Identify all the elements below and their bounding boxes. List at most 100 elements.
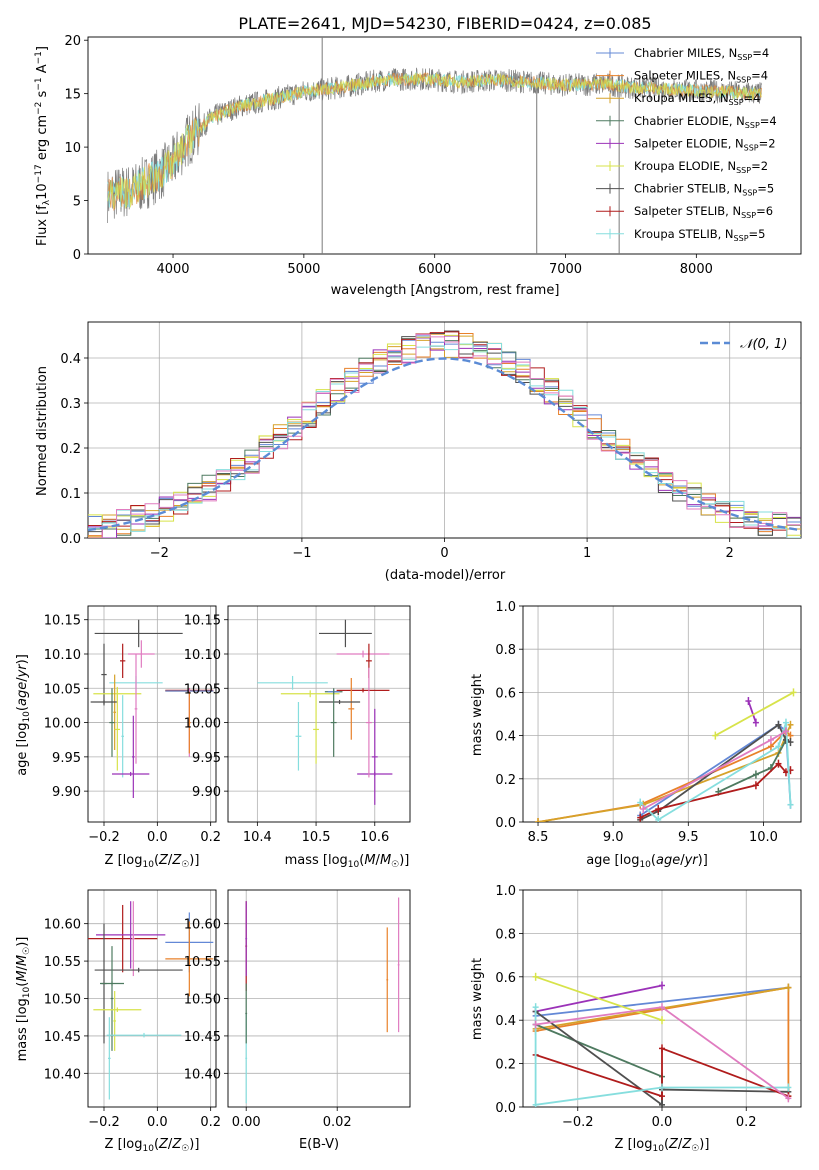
legend-val: =5 xyxy=(757,182,774,196)
massweight-vs-age-line xyxy=(714,691,794,737)
spectrum-ylabel: Flux [fλ10−17 erg cm−2 s−1 A−1] xyxy=(34,46,52,246)
age-vs-Z-ytick-label: 10.05 xyxy=(44,682,81,697)
age-vs-Z-xtick-label: −0.2 xyxy=(88,830,120,845)
age-vs-mass-errorbar xyxy=(257,675,328,690)
age-vs-mass-ytick-label: 9.90 xyxy=(192,785,221,800)
residual-hist-ytick-label: 0.3 xyxy=(60,397,81,412)
mass-vs-Z-ytick-label: 10.55 xyxy=(44,955,81,970)
mass-vs-EBV-ytick-label: 10.45 xyxy=(184,1030,221,1045)
legend-val: =6 xyxy=(756,204,773,218)
legend-label: Kroupa ELODIE, NSSP=2 xyxy=(634,159,768,175)
age-vs-Z-xtick-label: 0.2 xyxy=(200,830,221,845)
mass-vs-Z-frame xyxy=(87,889,217,1108)
legend-val: =4 xyxy=(751,69,768,83)
hist-lines xyxy=(88,330,801,538)
age-vs-mass-errorbar xyxy=(336,650,390,658)
spectrum-xtick-label: 8000 xyxy=(680,262,713,277)
age-vs-Z-frame xyxy=(87,605,217,823)
mass-vs-Z-errorbar xyxy=(165,921,214,997)
massweight-vs-age-line xyxy=(747,700,757,723)
age-vs-mass-xtick-label: 10.6 xyxy=(360,830,389,845)
mass-vs-Z-errorbar xyxy=(132,901,135,977)
age-vs-mass-errorbar xyxy=(319,619,372,648)
legend-sub: SSP xyxy=(734,234,749,243)
legend-sub: SSP xyxy=(742,189,757,198)
legend-sub: SSP xyxy=(736,166,751,175)
mass-vs-Z-xtick-label: 0.2 xyxy=(200,1115,221,1130)
mass-vs-EBV-ytick-label: 10.40 xyxy=(184,1067,221,1082)
massweight-vs-Z-line xyxy=(535,986,789,1017)
spectrum-frame xyxy=(87,36,802,255)
legend-sub: SSP xyxy=(736,76,751,85)
massweight-vs-age-xtick-label: 9.5 xyxy=(678,830,699,845)
residual-hist-ytick-label: 0.1 xyxy=(60,487,81,502)
mass-vs-EBV-points xyxy=(245,897,400,1104)
mass-vs-EBV-ytick-label: 10.55 xyxy=(184,955,221,970)
age-vs-mass-errorbar xyxy=(280,690,340,698)
residual-hist-xtick-label: 1 xyxy=(583,546,591,561)
massweight-vs-Z-xtick-label: 0.0 xyxy=(652,1115,673,1130)
residual-hist-xtick-label: 2 xyxy=(726,546,734,561)
age-vs-Z-errorbar xyxy=(94,619,183,648)
age-vs-mass-errorbar xyxy=(365,667,372,778)
massweight-vs-age-frame xyxy=(522,605,802,823)
age-vs-Z-errorbar xyxy=(90,699,118,705)
agez-xlabel: Z [log10(Z/Z☉)] xyxy=(105,853,200,870)
age-vs-mass-errorbar xyxy=(336,688,390,693)
spectrum-ytick-label: 5 xyxy=(73,195,81,210)
age-vs-Z-axes: −0.2 0.0 0.2 9.90 9.95 10.00 10.05 10.10 10.15 xyxy=(44,606,221,845)
massweight-vs-age-xtick-label: 9.0 xyxy=(603,830,624,845)
age-vs-mass-frame xyxy=(227,605,411,823)
legend-val: =4 xyxy=(760,114,777,128)
legend-sub: SSP xyxy=(729,98,744,107)
massweight-vs-age-ytick-label: 0.6 xyxy=(495,686,516,701)
massweight-vs-age-xtick-label: 8.5 xyxy=(528,830,549,845)
mass-vs-EBV-errorbar xyxy=(397,897,400,1033)
massweight-vs-Z-xtick-label: −0.2 xyxy=(562,1115,594,1130)
mass-vs-Z-errorbar xyxy=(108,1017,111,1100)
massweight-vs-Z-ytick-label: 0.8 xyxy=(495,927,516,942)
mwage-xlabel: age [log10(age/yr)] xyxy=(586,853,708,870)
massweight-vs-age-xtick-label: 10.0 xyxy=(749,830,778,845)
massweight-vs-Z-axes: −0.2 0.0 0.2 0.0 0.2 0.4 0.6 0.8 1.0 xyxy=(495,884,801,1130)
mass-vs-EBV-errorbar xyxy=(245,901,248,977)
legend-sub: SSP xyxy=(741,211,756,220)
age-vs-mass-errorbar xyxy=(295,702,302,771)
mass-vs-EBV-ytick-label: 10.60 xyxy=(184,918,221,933)
massz-xlabel: Z [log10(Z/Z☉)] xyxy=(105,1137,200,1154)
age-vs-mass-ytick-label: 10.05 xyxy=(184,682,221,697)
spectrum-xtick-label: 6000 xyxy=(418,262,451,277)
mass-vs-Z-errorbar xyxy=(113,991,116,1051)
mass-vs-EBV-ytick-label: 10.50 xyxy=(184,993,221,1008)
spectrum-model-line xyxy=(107,71,762,210)
mass-vs-Z-ytick-label: 10.50 xyxy=(44,993,81,1008)
age-vs-Z-points xyxy=(90,619,214,798)
spectrum-legend: Chabrier MILES, NSSP=4 Salpeter MILES, NS… xyxy=(596,46,777,243)
age-vs-Z-errorbar xyxy=(188,691,191,754)
massweight-vs-Z-ytick-label: 0.2 xyxy=(495,1058,516,1073)
normal-curve xyxy=(88,357,801,532)
age-vs-mass-errorbar xyxy=(313,695,319,764)
massweight-vs-age-ytick-label: 0.4 xyxy=(495,730,516,745)
massweight-vs-Z-line xyxy=(535,975,663,1022)
age-vs-Z-ytick-label: 9.90 xyxy=(52,785,81,800)
legend-val: =4 xyxy=(752,46,769,60)
age-vs-mass-ytick-label: 10.15 xyxy=(184,614,221,629)
age-vs-Z-errorbar xyxy=(101,643,107,706)
mass-vs-EBV-xtick-label: 0.00 xyxy=(232,1115,261,1130)
age-vs-Z-errorbar xyxy=(112,771,150,777)
massweight-vs-Z-ytick-label: 0.6 xyxy=(495,971,516,986)
age-vs-Z-errorbar xyxy=(134,654,138,764)
legend-label: Kroupa STELIB, NSSP=5 xyxy=(634,227,765,243)
mass-vs-Z-ytick-label: 10.40 xyxy=(44,1067,81,1082)
massweight-vs-Z-line xyxy=(534,1007,789,1106)
legend-label: Chabrier MILES, NSSP=4 xyxy=(634,46,769,62)
age-vs-mass-ytick-label: 10.10 xyxy=(184,648,221,663)
legend-label: Chabrier STELIB, NSSP=5 xyxy=(634,182,774,198)
mass-vs-EBV-frame xyxy=(227,889,411,1108)
massweight-vs-age-line xyxy=(718,739,787,793)
age-vs-mass-errorbar xyxy=(348,678,355,740)
legend-label: Salpeter STELIB, NSSP=6 xyxy=(634,204,773,220)
massweight-vs-Z-xtick-label: 0.2 xyxy=(736,1115,757,1130)
residual-hist-axes: −2 −1 0 1 2 0.0 0.1 0.2 0.3 0.4 xyxy=(60,322,801,561)
